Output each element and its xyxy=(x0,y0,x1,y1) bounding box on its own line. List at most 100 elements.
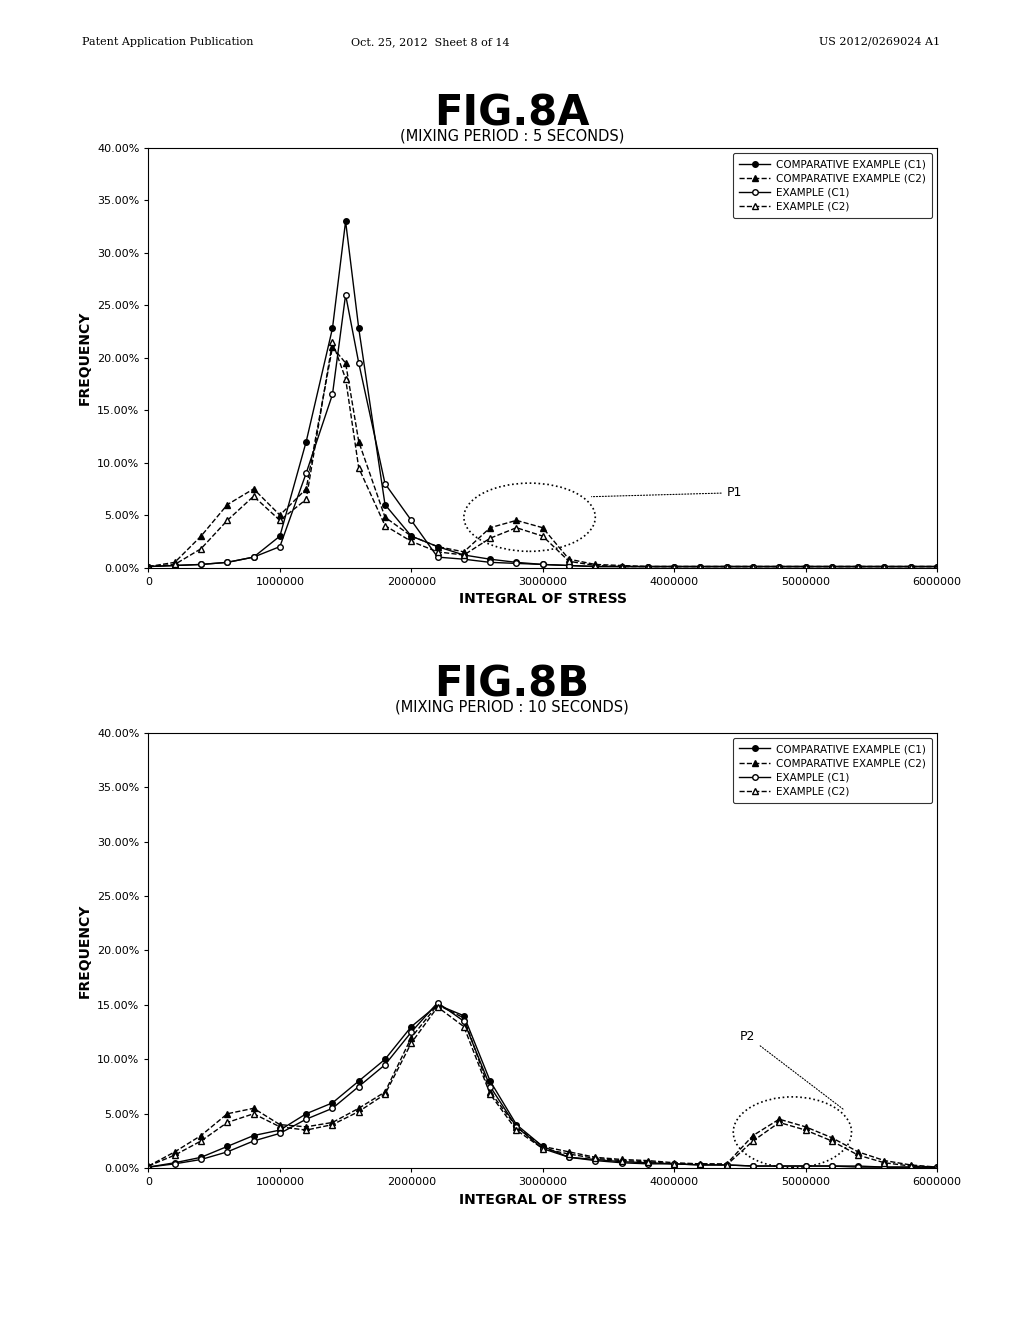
EXAMPLE (C1) xyxy=(352,1078,365,1094)
COMPARATIVE EXAMPLE (C1) xyxy=(852,1158,864,1173)
EXAMPLE (C1) xyxy=(248,549,260,565)
EXAMPLE (C1) xyxy=(746,558,759,574)
COMPARATIVE EXAMPLE (C1) xyxy=(879,1159,891,1175)
COMPARATIVE EXAMPLE (C2) xyxy=(825,558,838,574)
COMPARATIVE EXAMPLE (C1) xyxy=(537,1138,549,1154)
COMPARATIVE EXAMPLE (C1) xyxy=(352,1073,365,1089)
COMPARATIVE EXAMPLE (C1) xyxy=(589,1151,601,1167)
COMPARATIVE EXAMPLE (C2) xyxy=(300,480,312,496)
COMPARATIVE EXAMPLE (C1) xyxy=(221,554,233,570)
EXAMPLE (C1) xyxy=(273,1126,286,1142)
EXAMPLE (C1) xyxy=(221,1144,233,1160)
EXAMPLE (C1) xyxy=(931,1159,943,1175)
COMPARATIVE EXAMPLE (C2) xyxy=(773,558,785,574)
EXAMPLE (C2) xyxy=(142,558,155,574)
EXAMPLE (C2) xyxy=(327,1117,339,1133)
EXAMPLE (C1) xyxy=(615,558,628,574)
COMPARATIVE EXAMPLE (C1) xyxy=(352,321,365,337)
EXAMPLE (C2) xyxy=(773,1114,785,1130)
COMPARATIVE EXAMPLE (C2) xyxy=(458,544,470,560)
EXAMPLE (C1) xyxy=(142,558,155,574)
COMPARATIVE EXAMPLE (C1) xyxy=(615,558,628,574)
COMPARATIVE EXAMPLE (C2) xyxy=(458,1010,470,1026)
EXAMPLE (C2) xyxy=(300,1122,312,1138)
EXAMPLE (C2) xyxy=(800,1122,812,1138)
COMPARATIVE EXAMPLE (C2) xyxy=(879,558,891,574)
COMPARATIVE EXAMPLE (C2) xyxy=(352,1101,365,1117)
COMPARATIVE EXAMPLE (C1) xyxy=(773,1158,785,1173)
EXAMPLE (C1) xyxy=(879,558,891,574)
EXAMPLE (C1) xyxy=(642,558,654,574)
EXAMPLE (C2) xyxy=(589,557,601,573)
COMPARATIVE EXAMPLE (C1) xyxy=(406,528,418,544)
Y-axis label: FREQUENCY: FREQUENCY xyxy=(78,903,91,998)
COMPARATIVE EXAMPLE (C2) xyxy=(721,1156,733,1172)
COMPARATIVE EXAMPLE (C2) xyxy=(694,558,707,574)
Legend: COMPARATIVE EXAMPLE (C1), COMPARATIVE EXAMPLE (C2), EXAMPLE (C1), EXAMPLE (C2): COMPARATIVE EXAMPLE (C1), COMPARATIVE EX… xyxy=(733,153,932,218)
COMPARATIVE EXAMPLE (C2) xyxy=(142,1158,155,1173)
COMPARATIVE EXAMPLE (C1) xyxy=(379,1051,391,1067)
COMPARATIVE EXAMPLE (C2) xyxy=(537,520,549,536)
Line: COMPARATIVE EXAMPLE (C2): COMPARATIVE EXAMPLE (C2) xyxy=(145,1002,940,1170)
COMPARATIVE EXAMPLE (C2) xyxy=(800,1119,812,1135)
COMPARATIVE EXAMPLE (C1) xyxy=(195,1150,207,1166)
EXAMPLE (C1) xyxy=(327,1101,339,1117)
EXAMPLE (C1) xyxy=(458,552,470,568)
COMPARATIVE EXAMPLE (C1) xyxy=(721,558,733,574)
COMPARATIVE EXAMPLE (C2) xyxy=(642,558,654,574)
EXAMPLE (C2) xyxy=(379,1086,391,1102)
COMPARATIVE EXAMPLE (C1) xyxy=(221,1138,233,1154)
COMPARATIVE EXAMPLE (C2) xyxy=(615,557,628,573)
COMPARATIVE EXAMPLE (C1) xyxy=(169,557,181,573)
COMPARATIVE EXAMPLE (C1) xyxy=(431,997,443,1012)
EXAMPLE (C2) xyxy=(484,1086,497,1102)
EXAMPLE (C1) xyxy=(615,1155,628,1171)
COMPARATIVE EXAMPLE (C2) xyxy=(300,1119,312,1135)
COMPARATIVE EXAMPLE (C1) xyxy=(563,1150,575,1166)
COMPARATIVE EXAMPLE (C2) xyxy=(352,434,365,450)
COMPARATIVE EXAMPLE (C2) xyxy=(589,557,601,573)
COMPARATIVE EXAMPLE (C1) xyxy=(458,1008,470,1024)
EXAMPLE (C1) xyxy=(142,1159,155,1175)
Text: FIG.8A: FIG.8A xyxy=(434,92,590,135)
Text: Patent Application Publication: Patent Application Publication xyxy=(82,37,253,48)
EXAMPLE (C1) xyxy=(379,475,391,491)
EXAMPLE (C1) xyxy=(904,558,916,574)
COMPARATIVE EXAMPLE (C1) xyxy=(431,539,443,554)
Line: COMPARATIVE EXAMPLE (C1): COMPARATIVE EXAMPLE (C1) xyxy=(145,1002,940,1170)
EXAMPLE (C2) xyxy=(248,1106,260,1122)
EXAMPLE (C1) xyxy=(773,558,785,574)
Text: P2: P2 xyxy=(739,1030,844,1109)
EXAMPLE (C2) xyxy=(825,558,838,574)
COMPARATIVE EXAMPLE (C2) xyxy=(379,510,391,525)
COMPARATIVE EXAMPLE (C2) xyxy=(327,1114,339,1130)
COMPARATIVE EXAMPLE (C1) xyxy=(800,1158,812,1173)
COMPARATIVE EXAMPLE (C1) xyxy=(379,496,391,512)
EXAMPLE (C1) xyxy=(484,1078,497,1094)
EXAMPLE (C1) xyxy=(563,557,575,573)
COMPARATIVE EXAMPLE (C1) xyxy=(327,1096,339,1111)
Text: (MIXING PERIOD : 10 SECONDS): (MIXING PERIOD : 10 SECONDS) xyxy=(395,700,629,714)
COMPARATIVE EXAMPLE (C1) xyxy=(563,557,575,573)
EXAMPLE (C2) xyxy=(800,558,812,574)
EXAMPLE (C2) xyxy=(221,1114,233,1130)
COMPARATIVE EXAMPLE (C1) xyxy=(195,557,207,573)
COMPARATIVE EXAMPLE (C2) xyxy=(221,1106,233,1122)
EXAMPLE (C2) xyxy=(510,1122,522,1138)
EXAMPLE (C1) xyxy=(221,554,233,570)
EXAMPLE (C2) xyxy=(327,334,339,350)
COMPARATIVE EXAMPLE (C2) xyxy=(642,1152,654,1168)
X-axis label: INTEGRAL OF STRESS: INTEGRAL OF STRESS xyxy=(459,1193,627,1206)
EXAMPLE (C1) xyxy=(169,557,181,573)
COMPARATIVE EXAMPLE (C2) xyxy=(169,554,181,570)
COMPARATIVE EXAMPLE (C2) xyxy=(879,1152,891,1168)
EXAMPLE (C1) xyxy=(642,1156,654,1172)
COMPARATIVE EXAMPLE (C1) xyxy=(248,1127,260,1143)
COMPARATIVE EXAMPLE (C1) xyxy=(273,1122,286,1138)
EXAMPLE (C1) xyxy=(589,1152,601,1168)
EXAMPLE (C1) xyxy=(537,1140,549,1156)
EXAMPLE (C1) xyxy=(825,1158,838,1173)
EXAMPLE (C2) xyxy=(825,1133,838,1148)
EXAMPLE (C2) xyxy=(563,553,575,569)
COMPARATIVE EXAMPLE (C1) xyxy=(510,554,522,570)
